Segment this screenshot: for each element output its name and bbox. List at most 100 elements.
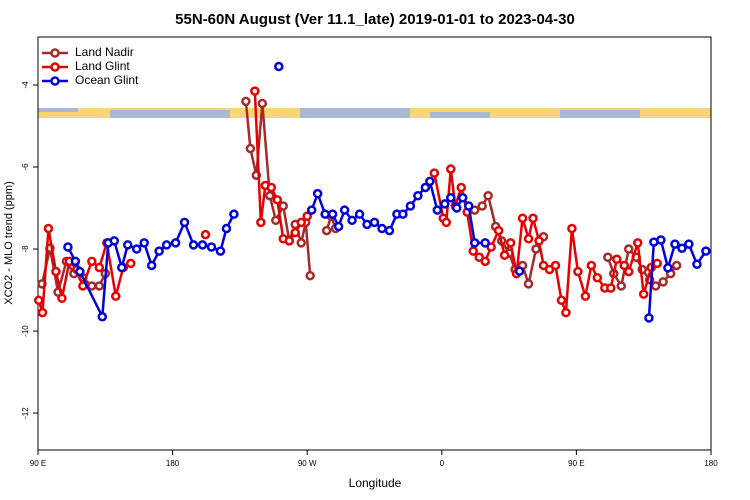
data-point [197, 240, 208, 250]
data-point [250, 86, 260, 96]
data-point [671, 260, 682, 271]
data-point [122, 240, 133, 250]
legend-label: Land Glint [75, 59, 130, 73]
data-point [362, 219, 372, 230]
y-tick-label: -8 [21, 245, 30, 253]
data-point [446, 164, 456, 174]
data-point [229, 209, 239, 219]
data-point [290, 227, 300, 238]
data-point [125, 258, 136, 269]
data-point [256, 217, 266, 228]
data-point [321, 225, 332, 236]
data-point [241, 96, 251, 107]
data-point [245, 143, 256, 154]
data-point [384, 225, 395, 236]
data-point [271, 215, 281, 226]
data-point [94, 281, 105, 291]
data-point [612, 254, 622, 265]
data-point [684, 239, 694, 249]
data-point [656, 235, 666, 245]
data-point [480, 256, 490, 267]
data-point [580, 291, 591, 301]
data-point [650, 281, 661, 291]
legend-marker [50, 62, 60, 72]
data-point [468, 246, 478, 256]
data-point [117, 262, 127, 273]
legend-label: Land Nadir [75, 45, 134, 59]
y-axis-label: XCO2 - MLO trend (ppm) [3, 181, 15, 304]
data-point [561, 307, 571, 318]
data-point [534, 236, 544, 246]
data-point [146, 260, 157, 271]
data-point [420, 182, 431, 193]
data-point [339, 205, 350, 215]
x-tick-label: 90 W [298, 459, 317, 468]
data-point [312, 188, 323, 199]
x-axis-label: Longitude [349, 476, 402, 490]
data-point [51, 266, 61, 277]
data-point [606, 283, 616, 293]
data-point [658, 277, 668, 287]
data-point [354, 209, 365, 219]
data-point [70, 256, 81, 267]
data-point [469, 238, 480, 248]
y-tick-label: -6 [21, 163, 30, 171]
data-point [272, 195, 283, 205]
data-point [405, 201, 416, 211]
data-point [333, 221, 344, 232]
data-point [274, 61, 284, 72]
data-point [57, 293, 67, 304]
x-tick-label: 180 [704, 459, 718, 468]
data-point [429, 168, 440, 178]
series-line [37, 91, 658, 314]
data-point [377, 223, 387, 234]
data-point [278, 201, 289, 211]
data-point [446, 193, 456, 203]
data-point [94, 262, 105, 273]
data-point [131, 244, 142, 254]
data-point [456, 182, 466, 193]
data-point [499, 250, 510, 260]
data-point [652, 258, 662, 269]
land-mask-strip [38, 108, 711, 118]
data-point [632, 238, 643, 248]
data-point [33, 295, 44, 306]
data-point [265, 190, 275, 201]
data-point [97, 311, 108, 322]
data-point [305, 270, 315, 281]
data-point [505, 238, 516, 248]
data-point [432, 205, 443, 215]
data-point [514, 266, 525, 276]
data-point [638, 289, 649, 299]
data-point [644, 313, 654, 323]
chart-title: 55N-60N August (Ver 11.1_late) 2019-01-0… [175, 11, 575, 28]
data-point [75, 266, 85, 277]
data-point [701, 246, 711, 256]
data-point [550, 260, 561, 271]
data-point [474, 252, 484, 262]
data-point [441, 217, 452, 228]
plot-frame [37, 36, 712, 451]
data-point [327, 209, 338, 219]
data-point [170, 238, 181, 248]
data-point [544, 264, 555, 275]
data-point [619, 260, 630, 271]
y-tick-label: -10 [21, 325, 30, 337]
data-point [440, 199, 450, 209]
data-point [483, 190, 493, 201]
data-point [425, 176, 435, 187]
data-point [139, 238, 149, 248]
data-point [463, 201, 474, 211]
data-point [206, 242, 217, 252]
data-point [480, 238, 490, 248]
data-point [523, 279, 534, 289]
legend-marker [50, 76, 60, 86]
series-line [40, 101, 678, 293]
data-point [567, 223, 577, 234]
x-tick-label: 0 [440, 459, 445, 468]
data-point [87, 256, 97, 267]
data-point [63, 242, 73, 252]
data-point [215, 246, 226, 256]
data-point [573, 266, 583, 277]
